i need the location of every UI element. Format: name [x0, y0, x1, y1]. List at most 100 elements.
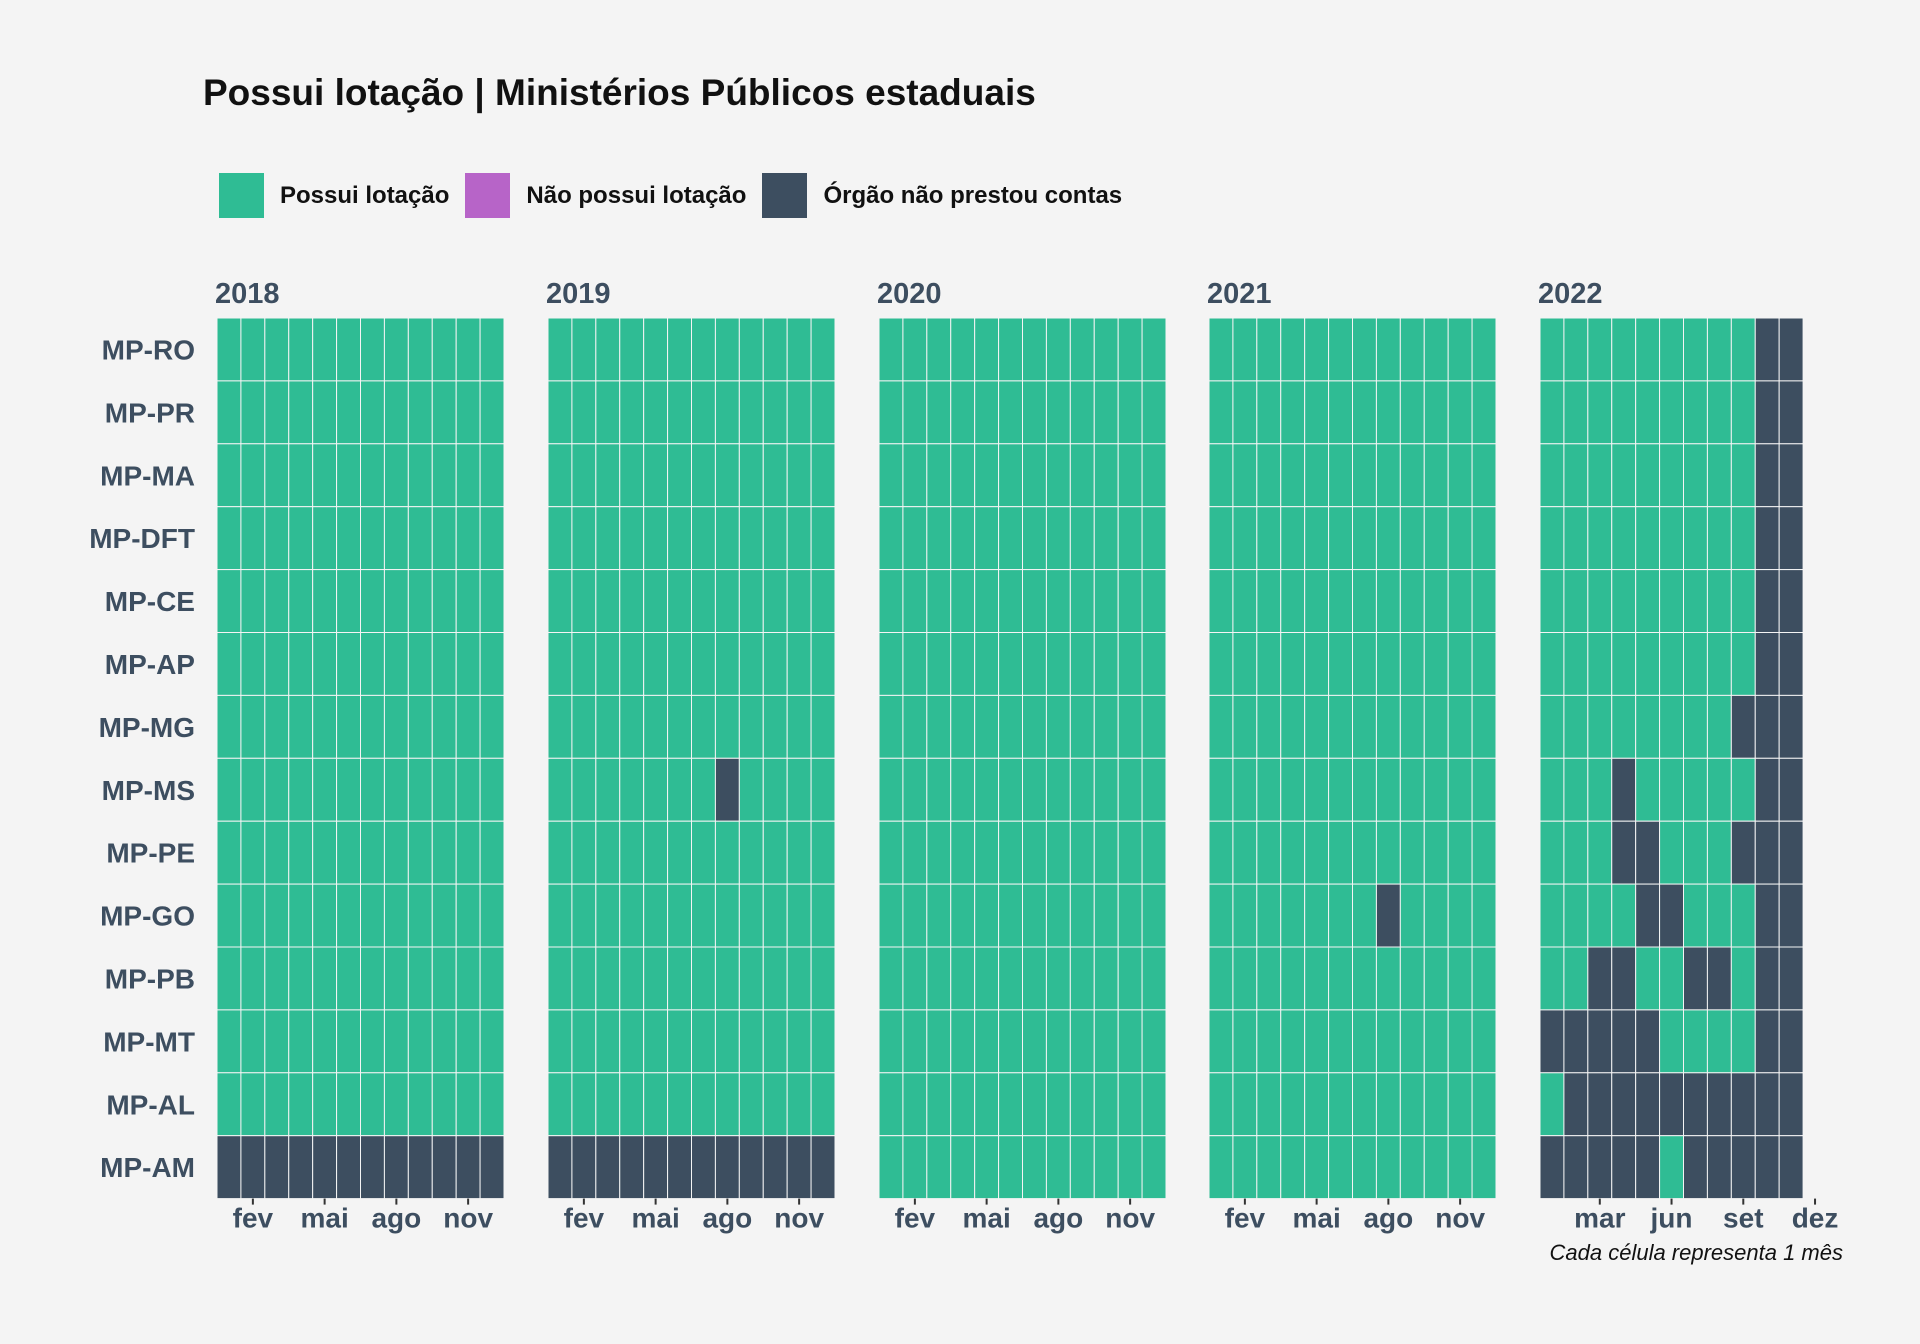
heatmap-cell: [1778, 506, 1804, 571]
heatmap-cell: [810, 506, 836, 571]
heatmap-cell: [1659, 569, 1685, 633]
heatmap-cell: [1022, 820, 1047, 885]
heatmap-cell: [312, 569, 338, 633]
heatmap-cell: [1471, 820, 1497, 885]
heatmap-cell: [667, 443, 692, 508]
x-tick-label: fev: [564, 1203, 605, 1234]
heatmap-cell: [762, 820, 788, 885]
heatmap-cell: [1328, 632, 1354, 696]
heatmap-cell: [1375, 569, 1401, 633]
legend-label-nao-possui: Não possui lotação: [526, 181, 747, 209]
heatmap-cell: [407, 569, 433, 633]
heatmap-cell: [762, 1072, 788, 1137]
heatmap-cell: [762, 694, 788, 759]
heatmap-cell: [998, 1009, 1023, 1074]
heatmap-cell: [998, 946, 1023, 1011]
heatmap-cell: [1375, 506, 1401, 571]
heatmap-cell: [786, 820, 812, 885]
heatmap-cell: [1611, 820, 1637, 885]
heatmap-cell: [1754, 380, 1780, 445]
heatmap-cell: [1045, 820, 1071, 885]
heatmap-cell: [1399, 569, 1425, 633]
heatmap-cell: [431, 1072, 457, 1137]
heatmap-cell: [878, 1009, 904, 1074]
heatmap-cell: [264, 1072, 290, 1137]
heatmap-cell: [974, 757, 1000, 822]
heatmap-cell: [1423, 820, 1449, 885]
heatmap-cell: [264, 694, 290, 759]
heatmap-cell: [1304, 1072, 1330, 1137]
heatmap-cell: [810, 946, 836, 1011]
heatmap-cell: [240, 317, 266, 382]
row-label: MP-MG: [99, 712, 195, 743]
heatmap-cell: [1563, 380, 1589, 445]
heatmap-cell: [479, 632, 505, 696]
heatmap-cell: [216, 820, 242, 885]
heatmap-cell: [1117, 820, 1143, 885]
heatmap-cell: [1117, 946, 1143, 1011]
heatmap-cell: [1304, 443, 1330, 508]
heatmap-cell: [1539, 506, 1565, 571]
heatmap-cell: [714, 380, 740, 445]
heatmap-cell: [1778, 380, 1804, 445]
heatmap-cell: [786, 632, 812, 696]
heatmap-cell: [1730, 1135, 1756, 1200]
heatmap-cell: [431, 694, 457, 759]
heatmap-cell: [810, 1135, 836, 1200]
heatmap-cell: [1778, 632, 1804, 696]
heatmap-cell: [360, 317, 385, 382]
x-tick-label: fev: [1225, 1203, 1266, 1234]
heatmap-cell: [1754, 820, 1780, 885]
heatmap-cell: [1352, 632, 1377, 696]
heatmap-cell: [1256, 820, 1282, 885]
heatmap-cell: [1117, 317, 1143, 382]
heatmap-cell: [595, 443, 621, 508]
row-label: MP-PB: [105, 963, 195, 994]
heatmap-cell: [1706, 569, 1732, 633]
heatmap-cell: [216, 380, 242, 445]
heatmap-cell: [1232, 820, 1258, 885]
heatmap-cell: [360, 1072, 385, 1137]
heatmap-cell: [431, 820, 457, 885]
heatmap-cell: [1045, 694, 1071, 759]
heatmap-cell: [1328, 1135, 1354, 1200]
heatmap-cell: [950, 569, 976, 633]
heatmap-cell: [360, 1135, 385, 1200]
heatmap-cell: [1539, 820, 1565, 885]
year-panel-2018: 2018 fev mai ago nov: [215, 278, 505, 1234]
heatmap-cell: [1563, 946, 1589, 1011]
heatmap-cell: [1706, 1072, 1732, 1137]
heatmap-cell: [1208, 694, 1234, 759]
heatmap-cell: [878, 757, 904, 822]
heatmap-cell: [264, 569, 290, 633]
heatmap-cell: [1232, 1135, 1258, 1200]
x-tick-label: mai: [301, 1203, 349, 1234]
heatmap-cell: [431, 317, 457, 382]
heatmap-cell: [1587, 632, 1613, 696]
heatmap-cell: [1635, 1072, 1661, 1137]
heatmap-cell: [926, 317, 952, 382]
heatmap-cell: [455, 380, 481, 445]
heatmap-cell: [1683, 883, 1708, 948]
heatmap-cell: [643, 883, 669, 948]
heatmap-cell: [547, 1135, 573, 1200]
heatmap-cell: [479, 380, 505, 445]
heatmap-cell: [1045, 632, 1071, 696]
heatmap-cell: [288, 694, 314, 759]
heatmap-cell: [312, 1072, 338, 1137]
heatmap-cell: [1280, 757, 1306, 822]
heatmap-cell: [810, 694, 836, 759]
heatmap-cell: [1539, 946, 1565, 1011]
heatmap-cell: [383, 1072, 409, 1137]
heatmap-cell: [479, 506, 505, 571]
heatmap-cell: [312, 820, 338, 885]
heatmap-cell: [974, 820, 1000, 885]
heatmap-cell: [1447, 443, 1473, 508]
heatmap-cell: [383, 694, 409, 759]
heatmap-cell: [1304, 946, 1330, 1011]
heatmap-cell: [738, 317, 764, 382]
heatmap-cell: [667, 1135, 692, 1200]
heatmap-cell: [1141, 569, 1167, 633]
heatmap-cell: [619, 694, 645, 759]
heatmap-cell: [1328, 380, 1354, 445]
